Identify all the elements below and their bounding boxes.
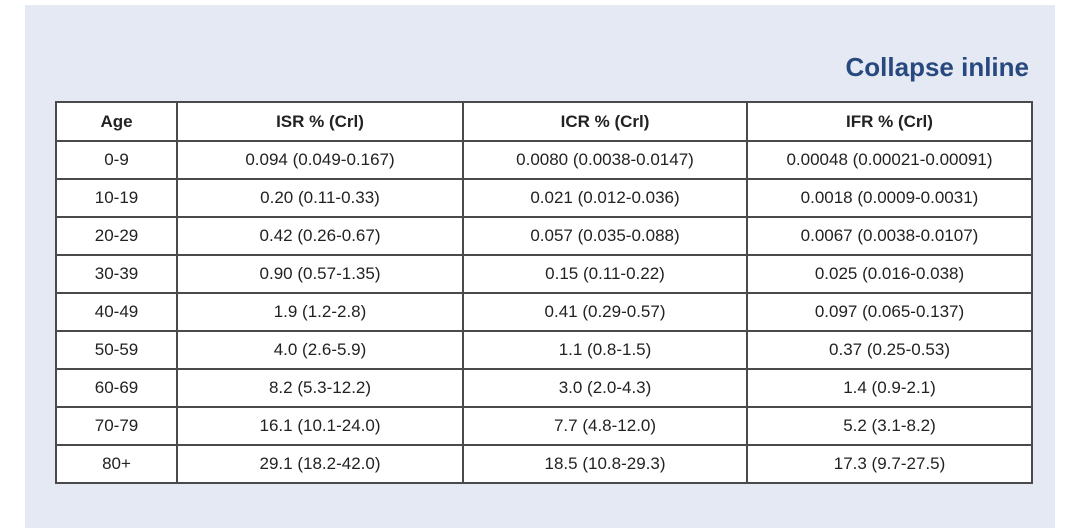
table-row: 20-29 0.42 (0.26-0.67) 0.057 (0.035-0.088)…: [55, 216, 1033, 256]
value-cell: 0.094 (0.049-0.167): [176, 140, 464, 180]
age-cell: 20-29: [55, 216, 178, 256]
panel: Collapse inline Age ISR % (Crl) ICR % (Crl…: [25, 5, 1055, 528]
value-cell: 18.5 (10.8-29.3): [462, 444, 748, 484]
value-cell: 1.9 (1.2-2.8): [176, 292, 464, 332]
table-row: 50-59 4.0 (2.6-5.9) 1.1 (0.8-1.5) 0.37 (0.2…: [55, 330, 1033, 370]
column-header: ICR % (Crl): [462, 101, 748, 142]
age-cell: 40-49: [55, 292, 178, 332]
value-cell: 0.097 (0.065-0.137): [746, 292, 1033, 332]
value-cell: 0.057 (0.035-0.088): [462, 216, 748, 256]
value-cell: 29.1 (18.2-42.0): [176, 444, 464, 484]
table-row: 30-39 0.90 (0.57-1.35) 0.15 (0.11-0.22) 0.0…: [55, 254, 1033, 294]
table-row: 70-79 16.1 (10.1-24.0) 7.7 (4.8-12.0) 5.2 (…: [55, 406, 1033, 446]
value-cell: 0.42 (0.26-0.67): [176, 216, 464, 256]
age-cell: 70-79: [55, 406, 178, 446]
value-cell: 0.41 (0.29-0.57): [462, 292, 748, 332]
table-row: 80+ 29.1 (18.2-42.0) 18.5 (10.8-29.3) 17.3 …: [55, 444, 1033, 484]
age-cell: 80+: [55, 444, 178, 484]
table-row: 60-69 8.2 (5.3-12.2) 3.0 (2.0-4.3) 1.4 (0.9…: [55, 368, 1033, 408]
value-cell: 0.025 (0.016-0.038): [746, 254, 1033, 294]
value-cell: 1.4 (0.9-2.1): [746, 368, 1033, 408]
column-header: ISR % (Crl): [176, 101, 464, 142]
header-row: Age ISR % (Crl) ICR % (Crl) IFR % (Crl): [55, 101, 1033, 142]
value-cell: 0.15 (0.11-0.22): [462, 254, 748, 294]
collapse-link[interactable]: Collapse inline: [845, 52, 1030, 82]
value-cell: 17.3 (9.7-27.5): [746, 444, 1033, 484]
value-cell: 7.7 (4.8-12.0): [462, 406, 748, 446]
data-table: Age ISR % (Crl) ICR % (Crl) IFR % (Crl) 0-9…: [55, 101, 1033, 484]
table-row: 40-49 1.9 (1.2-2.8) 0.41 (0.29-0.57) 0.097 …: [55, 292, 1033, 332]
value-cell: 5.2 (3.1-8.2): [746, 406, 1033, 446]
table-row: 0-9 0.094 (0.049-0.167) 0.0080 (0.0038-0.0…: [55, 140, 1033, 180]
age-cell: 60-69: [55, 368, 178, 408]
value-cell: 16.1 (10.1-24.0): [176, 406, 464, 446]
value-cell: 1.1 (0.8-1.5): [462, 330, 748, 370]
value-cell: 0.0080 (0.0038-0.0147): [462, 140, 748, 180]
value-cell: 0.20 (0.11-0.33): [176, 178, 464, 218]
age-cell: 10-19: [55, 178, 178, 218]
value-cell: 0.0067 (0.0038-0.0107): [746, 216, 1033, 256]
age-cell: 50-59: [55, 330, 178, 370]
value-cell: 0.90 (0.57-1.35): [176, 254, 464, 294]
column-header: IFR % (Crl): [746, 101, 1033, 142]
age-cell: 30-39: [55, 254, 178, 294]
value-cell: 0.021 (0.012-0.036): [462, 178, 748, 218]
age-cell: 0-9: [55, 140, 178, 180]
value-cell: 0.0018 (0.0009-0.0031): [746, 178, 1033, 218]
table-body: 0-9 0.094 (0.049-0.167) 0.0080 (0.0038-0.0…: [55, 140, 1033, 484]
value-cell: 0.37 (0.25-0.53): [746, 330, 1033, 370]
value-cell: 3.0 (2.0-4.3): [462, 368, 748, 408]
value-cell: 4.0 (2.6-5.9): [176, 330, 464, 370]
value-cell: 8.2 (5.3-12.2): [176, 368, 464, 408]
table-row: 10-19 0.20 (0.11-0.33) 0.021 (0.012-0.036)…: [55, 178, 1033, 218]
column-header: Age: [55, 101, 178, 142]
value-cell: 0.00048 (0.00021-0.00091): [746, 140, 1033, 180]
